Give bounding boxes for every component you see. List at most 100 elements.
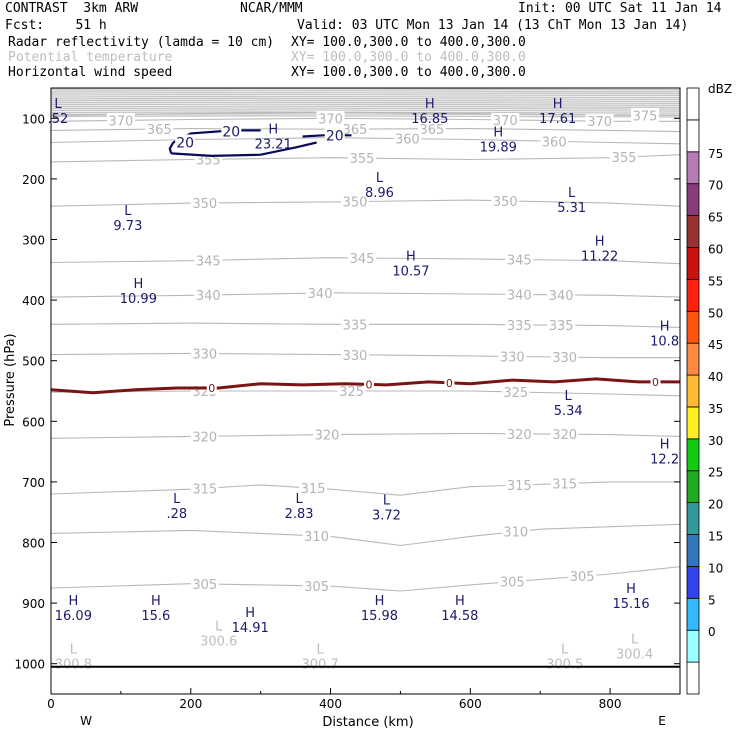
hl-marker-value: 12.2	[650, 453, 679, 468]
theta-contour-label: 310	[304, 530, 329, 545]
theta-contour-line	[51, 481, 680, 496]
hl-marker-value: .52	[48, 112, 69, 127]
theta-label-bg	[631, 108, 660, 123]
theta-contour-label: 315	[301, 482, 326, 497]
theta-contour-label: 340	[507, 288, 532, 303]
hl-marker-letter: H	[375, 594, 385, 609]
hl-marker-letter: L	[316, 642, 324, 657]
theta-label-bg	[505, 287, 534, 302]
hl-marker-value: 11.22	[581, 250, 618, 265]
reflectivity-contour-label: 20	[326, 128, 344, 144]
hl-marker-letter: H	[595, 235, 605, 250]
plot-frame	[50, 87, 681, 695]
hl-marker-letter: L	[215, 619, 223, 634]
colorbar-label: 5	[708, 593, 716, 607]
theta-label-bg	[547, 287, 576, 302]
theta-label-bg	[190, 576, 219, 591]
colorbar-swatch	[686, 534, 700, 567]
hl-marker-value: 15.16	[612, 597, 649, 612]
theta-label-bg	[302, 578, 331, 593]
theta-contour-label: 370	[318, 112, 343, 127]
hl-marker-value: 300.6	[200, 634, 237, 649]
theta-band-line	[51, 99, 680, 103]
y-tick-label: 800	[22, 537, 45, 551]
theta-band-line	[51, 91, 680, 95]
theta-label-bg	[505, 426, 534, 441]
x-tick-label: 0	[47, 697, 55, 711]
hl-marker-value: 10.57	[392, 265, 429, 280]
field-name-theta: Potential temperature	[8, 50, 173, 65]
theta-contour-label: 335	[343, 318, 368, 333]
theta-contour-label: 360	[542, 135, 567, 150]
colorbar-swatch	[686, 342, 700, 376]
theta-band-line	[51, 89, 680, 93]
theta-band-line	[51, 105, 680, 108]
theta-label-bg	[348, 250, 377, 265]
theta-contour-label: 350	[192, 197, 217, 212]
field-name-reflectivity: Radar reflectivity (lamda = 10 cm)	[8, 35, 275, 50]
colorbar-label: 20	[708, 498, 723, 512]
freezing-level: 0 0 0 0	[51, 375, 680, 395]
theta-contour-label: 310	[503, 526, 528, 541]
theta-label-bg	[341, 347, 370, 362]
colorbar-label: 35	[708, 402, 723, 416]
hl-marker-letter: L	[376, 171, 384, 186]
theta-label-bg	[190, 346, 219, 361]
theta-label-bg	[194, 287, 223, 302]
theta-contour-line	[51, 322, 680, 328]
hl-marker-value: 5.34	[554, 404, 583, 419]
theta-contour-label: 365	[419, 123, 444, 138]
header-valid-time: Valid: 03 UTC Mon 13 Jan 14 (13 ChT Mon …	[297, 18, 689, 33]
theta-label-bg	[568, 569, 597, 584]
field-xy-theta: XY= 100.0,300.0 to 400.0,300.0	[291, 50, 526, 65]
hl-marker-value: 300.7	[301, 657, 338, 672]
theta-contour-label: 370	[493, 114, 518, 129]
theta-label-bg	[585, 114, 614, 129]
hl-marker-letter: H	[660, 319, 670, 334]
colorbar-swatch	[686, 661, 700, 695]
theta-label-bg	[190, 196, 219, 211]
theta-contour-line	[51, 352, 680, 359]
colorbar-swatch	[686, 470, 700, 504]
hl-marker-letter: H	[626, 582, 636, 597]
hl-marker-letter: L	[173, 492, 181, 507]
theta-band-line	[51, 101, 680, 105]
theta-contour-label: 375	[633, 109, 658, 124]
theta-contour-label: 340	[549, 289, 574, 304]
theta-contour-label: 315	[507, 479, 532, 494]
colorbar-swatch	[686, 87, 700, 121]
theta-contour-label: 320	[507, 428, 532, 443]
hl-marker-value: 3.72	[372, 508, 401, 523]
hl-marker-letter: L	[565, 389, 573, 404]
hl-marker-value: 14.58	[441, 609, 478, 624]
hl-marker-letter: L	[124, 204, 132, 219]
colorbar-label: 45	[708, 338, 723, 352]
theta-label-bg	[610, 150, 639, 165]
colorbar-swatch	[686, 215, 700, 248]
colorbar-label: 55	[708, 274, 723, 288]
hl-marker-value: 9.73	[113, 219, 142, 234]
theta-contour-label: 305	[500, 576, 525, 591]
theta-contour-label: 315	[552, 477, 577, 492]
hl-marker-value: 15.6	[141, 609, 170, 624]
theta-contour-label: 305	[304, 580, 329, 595]
colorbar-swatch	[686, 597, 700, 631]
colorbar-swatch	[686, 278, 700, 312]
theta-label-bg	[341, 122, 370, 137]
colorbar-label: 15	[708, 530, 723, 544]
hl-marker-value: 300.8	[55, 657, 92, 672]
freezing-level-label: 0	[652, 376, 659, 389]
hl-marker-letter: H	[425, 97, 435, 112]
theta-contour-line	[51, 292, 680, 298]
theta-contour-label: 355	[350, 152, 375, 167]
y-tick-label: 700	[22, 476, 45, 490]
hl-marker-letter: H	[245, 606, 255, 621]
hl-marker-letter: H	[133, 277, 143, 292]
east-label: E	[658, 714, 666, 728]
hl-marker-value: 17.61	[539, 112, 576, 127]
hl-marker-value: 16.85	[411, 112, 448, 127]
reflectivity-label-bg	[221, 123, 242, 139]
hl-marker-value: 300.4	[616, 648, 653, 663]
hl-marker-letter: H	[553, 97, 563, 112]
hl-marker-letter: L	[54, 97, 62, 112]
